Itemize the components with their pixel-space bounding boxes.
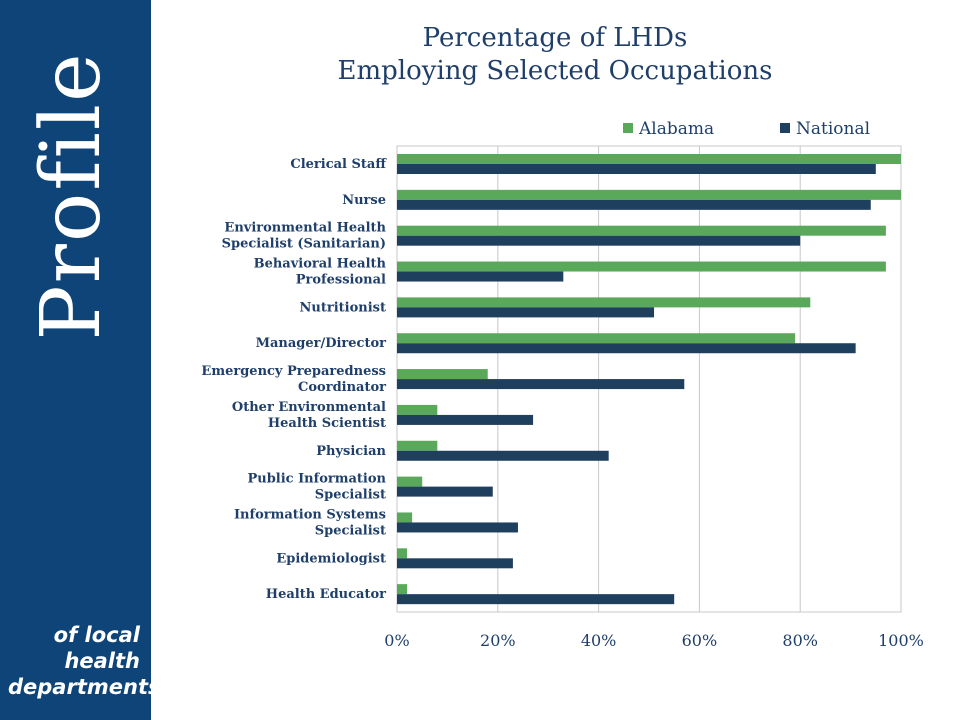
legend-swatch-alabama xyxy=(623,123,633,133)
bar-national xyxy=(397,271,564,282)
bar-alabama xyxy=(397,404,438,415)
x-tick-label: 40% xyxy=(581,631,617,650)
bar-national xyxy=(397,379,685,390)
x-tick-label: 0% xyxy=(384,631,409,650)
category-label: Information Systems xyxy=(234,507,386,522)
legend-swatch-national xyxy=(780,123,790,133)
category-label: Behavioral Health xyxy=(254,257,387,272)
category-label: Clerical Staff xyxy=(290,157,387,172)
bar-national xyxy=(397,558,513,569)
bar-alabama xyxy=(397,261,886,272)
tagline: of local health departments xyxy=(8,622,161,700)
bar-national xyxy=(397,199,871,210)
category-label: Health Educator xyxy=(266,587,386,602)
category-label: Nurse xyxy=(342,193,386,208)
chart-title-line-1: Percentage of LHDs xyxy=(422,23,688,53)
bar-national xyxy=(397,414,534,425)
legend-label-alabama: Alabama xyxy=(638,119,714,139)
category-label: Epidemiologist xyxy=(276,551,386,566)
x-tick-label: 60% xyxy=(682,631,718,650)
bar-national xyxy=(397,594,675,605)
bar-alabama xyxy=(397,225,886,236)
bar-alabama xyxy=(397,297,811,308)
category-label: Specialist xyxy=(315,488,386,503)
category-label: Coordinator xyxy=(298,380,386,395)
x-tick-label: 80% xyxy=(782,631,818,650)
category-label: Manager/Director xyxy=(256,336,387,351)
x-tick-label: 20% xyxy=(480,631,516,650)
chart-title-line-2: Employing Selected Occupations xyxy=(337,56,773,86)
tagline-line-3: departments xyxy=(8,675,161,699)
tagline-line-2: health xyxy=(64,649,140,673)
category-label: Environmental Health xyxy=(224,221,386,236)
bar-alabama xyxy=(397,154,901,164)
sidebar: Profile of local health departments xyxy=(0,0,161,720)
bar-alabama xyxy=(397,333,796,344)
bar-alabama xyxy=(397,189,901,200)
bar-national xyxy=(397,343,856,354)
bar-alabama xyxy=(397,584,408,595)
category-label: Health Scientist xyxy=(268,416,386,431)
bar-national xyxy=(397,522,518,533)
category-label: Emergency Preparedness xyxy=(201,364,386,379)
bar-national xyxy=(397,307,655,318)
x-tick-label: 100% xyxy=(878,631,924,650)
tagline-line-1: of local xyxy=(53,623,140,647)
chart-title: Percentage of LHDs Employing Selected Oc… xyxy=(290,22,820,88)
bar-alabama xyxy=(397,548,408,559)
bar-national xyxy=(397,450,609,461)
bar-alabama xyxy=(397,369,488,380)
bar-national xyxy=(397,235,801,246)
category-label: Other Environmental xyxy=(232,400,386,415)
category-label: Professional xyxy=(296,273,386,288)
category-label: Public Information xyxy=(247,472,386,487)
legend-label-national: National xyxy=(796,119,870,139)
category-label: Nutritionist xyxy=(300,300,386,315)
category-label: Specialist xyxy=(315,523,386,538)
bar-alabama xyxy=(397,512,413,523)
bar-alabama xyxy=(397,440,438,451)
bar-alabama xyxy=(397,476,423,487)
category-label: Specialist (Sanitarian) xyxy=(222,237,386,252)
bar-national xyxy=(397,164,876,174)
bar-national xyxy=(397,486,493,497)
category-label: Physician xyxy=(316,444,386,459)
